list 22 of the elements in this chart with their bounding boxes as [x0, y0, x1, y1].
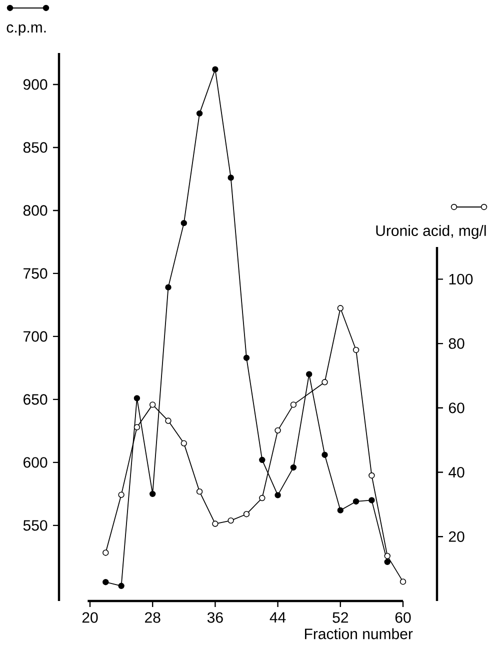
- y2-tick-label: 60: [448, 402, 464, 414]
- y2-tick-label: 100: [449, 274, 473, 284]
- y-tick-label: 750: [24, 268, 48, 279]
- y-axis-title: c.p.m.: [6, 24, 46, 36]
- x-tick-label: 52: [332, 612, 348, 623]
- y-tick-label: 800: [23, 205, 48, 216]
- y2-axis-title: Uronic acid, mg/l: [376, 225, 486, 239]
- x-tick-label: 20: [82, 612, 98, 623]
- y-tick-label: 700: [24, 331, 48, 342]
- x-tick-label: 44: [270, 612, 286, 623]
- y2-tick-label: 80: [448, 338, 464, 349]
- x-tick-label: 60: [395, 612, 411, 623]
- y2-tick-label: 20: [448, 531, 464, 542]
- x-axis-title: Fraction number: [305, 628, 413, 640]
- y-tick-label: 600: [24, 457, 48, 468]
- x-tick-label: 36: [207, 612, 223, 623]
- y2-tick-label: 40: [448, 466, 464, 478]
- x-tick-label: 28: [145, 612, 160, 623]
- y-tick-label: 900: [23, 79, 48, 90]
- y-tick-label: 650: [24, 394, 48, 405]
- y-tick-label: 550: [23, 520, 48, 531]
- y-tick-label: 850: [23, 142, 48, 153]
